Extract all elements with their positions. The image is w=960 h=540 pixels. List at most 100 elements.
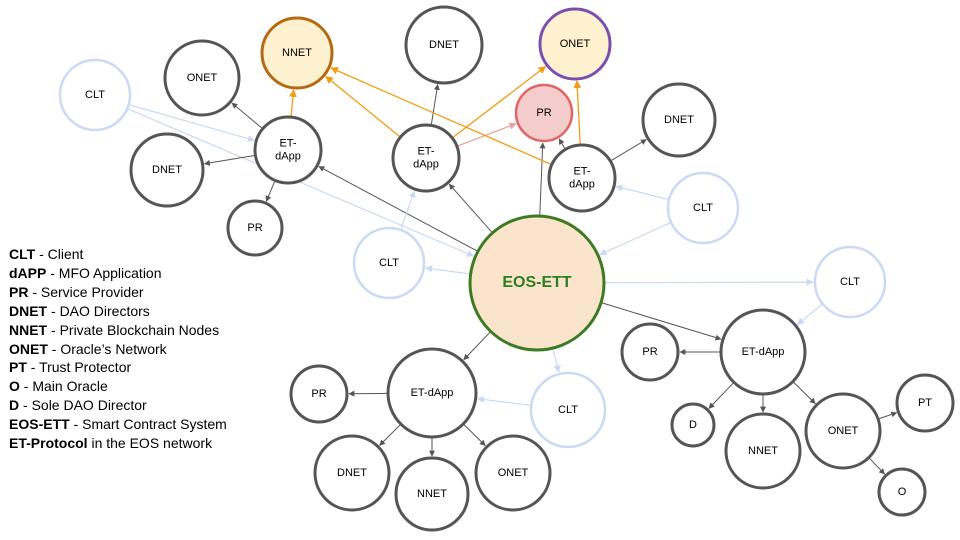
node-label: PR <box>642 346 657 358</box>
node-label: ET-dApp <box>275 137 301 162</box>
legend-desc: - MFO Application <box>46 264 162 281</box>
node-circle <box>724 412 802 490</box>
legend-desc: - DAO Directors <box>47 302 150 319</box>
node-pr-br: PR <box>620 322 680 382</box>
node-pr-bot: PR <box>289 364 349 424</box>
edge-clt_right1-to-center <box>599 222 671 256</box>
edge-et_br-to-d_br <box>708 382 734 409</box>
node-label: CLT <box>840 276 860 288</box>
node-clt-right1: CLT <box>666 171 740 245</box>
edge-et_left-to-nnet_top <box>289 89 297 117</box>
node-circle <box>813 245 887 319</box>
node-circle <box>529 371 607 449</box>
legend-row: dAPP - MFO Application <box>9 264 227 283</box>
node-circle <box>253 115 323 185</box>
edge-onet_br-to-pt_br <box>878 411 898 420</box>
legend-row: CLT - Client <box>9 245 227 264</box>
node-clt-bot: CLT <box>529 371 607 449</box>
node-circle <box>620 322 680 382</box>
node-circle <box>394 456 470 532</box>
edge-clt_topleft-to-et_left <box>129 104 256 143</box>
node-label: CLT <box>558 404 578 416</box>
node-circle <box>877 467 927 517</box>
legend-row: PT - Trust Protector <box>9 358 227 377</box>
edge-clt_bot-to-et_bot <box>476 395 531 406</box>
node-circle <box>666 171 740 245</box>
edge-onet_br-to-o_br <box>869 457 886 475</box>
node-circle <box>474 434 552 512</box>
node-et-br: ET-dApp <box>719 308 807 396</box>
node-circle <box>641 82 717 158</box>
legend-desc: - Sole DAO Director <box>19 397 147 414</box>
edge-et_left-to-onet_left <box>231 102 263 129</box>
node-circle <box>352 226 426 300</box>
node-label: ET-dApp <box>569 165 595 190</box>
node-circle <box>289 364 349 424</box>
node-label: PR <box>247 222 262 234</box>
node-label: ET-dApp <box>411 387 454 399</box>
node-nnet-top: NNET <box>260 16 334 90</box>
edge-et_mid-to-nnet_top <box>325 75 401 138</box>
node-nnet-bot: NNET <box>394 456 470 532</box>
edge-et_right-to-dnet_right <box>610 139 647 161</box>
legend-abbr: PT <box>9 359 27 376</box>
node-dnet-right: DNET <box>641 82 717 158</box>
node-circle <box>391 123 461 193</box>
node-label: CLT <box>379 257 399 269</box>
edge-center-to-et_mid <box>448 183 493 233</box>
legend-row: PR - Service Provider <box>9 283 227 302</box>
node-label: DNET <box>429 39 459 51</box>
edge-et_mid-to-dnet_top <box>430 83 440 125</box>
legend-row: D - Sole DAO Director <box>9 396 227 415</box>
legend-desc: - Client <box>35 246 84 262</box>
node-label: ONET <box>828 425 859 437</box>
legend-row: ET-Protocol in the EOS network <box>9 434 227 453</box>
node-circle <box>129 132 205 208</box>
legend-abbr: DNET <box>9 302 48 319</box>
legend-abbr: ET-Protocol <box>9 435 88 452</box>
node-circle <box>163 39 241 117</box>
node-circle <box>260 16 334 90</box>
node-nnet-br: NNET <box>724 412 802 490</box>
legend-desc: - Smart Contract System <box>69 416 227 433</box>
node-circle <box>386 347 478 439</box>
legend-row: EOS-ETT - Smart Contract System <box>9 415 227 434</box>
edge-et_left-to-dnet_left <box>203 155 255 166</box>
legend-desc: - Service Provider <box>28 283 144 300</box>
node-clt-mid: CLT <box>352 226 426 300</box>
edge-center-to-pr_top <box>539 142 546 216</box>
node-label: NNET <box>282 47 312 59</box>
edge-et_br-to-onet_br <box>793 381 816 405</box>
node-circle <box>226 199 284 257</box>
edge-et_bot-to-onet_bot <box>463 424 486 447</box>
node-label: DNET <box>152 164 182 176</box>
node-onet-top: ONET <box>538 7 612 81</box>
legend-abbr: D <box>9 397 20 414</box>
legend-abbr: PR <box>9 283 29 300</box>
edge-center-to-clt_right2 <box>604 278 814 286</box>
node-pr-left: PR <box>226 199 284 257</box>
edge-et_bot-to-dnet_bot <box>379 424 401 446</box>
node-et-left: ET-dApp <box>253 115 323 185</box>
node-pt-br: PT <box>895 373 955 433</box>
legend-abbr: EOS-ETT <box>9 416 70 433</box>
edge-et_left-to-pr_left <box>265 181 276 202</box>
node-circle <box>547 143 617 213</box>
node-label: ONET <box>498 467 529 479</box>
legend-desc: - Trust Protector <box>26 359 132 376</box>
legend-desc: - Oracle’s Network <box>47 340 167 357</box>
node-circle <box>404 5 484 85</box>
node-dnet-top: DNET <box>404 5 484 85</box>
node-label: CLT <box>85 89 105 101</box>
edge-center-to-clt_mid <box>424 265 470 275</box>
node-label: ONET <box>187 72 218 84</box>
edge-clt_right1-to-et_right <box>615 184 669 200</box>
node-pr-top: PR <box>514 83 574 143</box>
node-label: EOS-ETT <box>502 274 572 291</box>
node-circle <box>538 7 612 81</box>
node-et-bot: ET-dApp <box>386 347 478 439</box>
node-label: O <box>898 486 907 498</box>
node-label: ONET <box>560 38 591 50</box>
